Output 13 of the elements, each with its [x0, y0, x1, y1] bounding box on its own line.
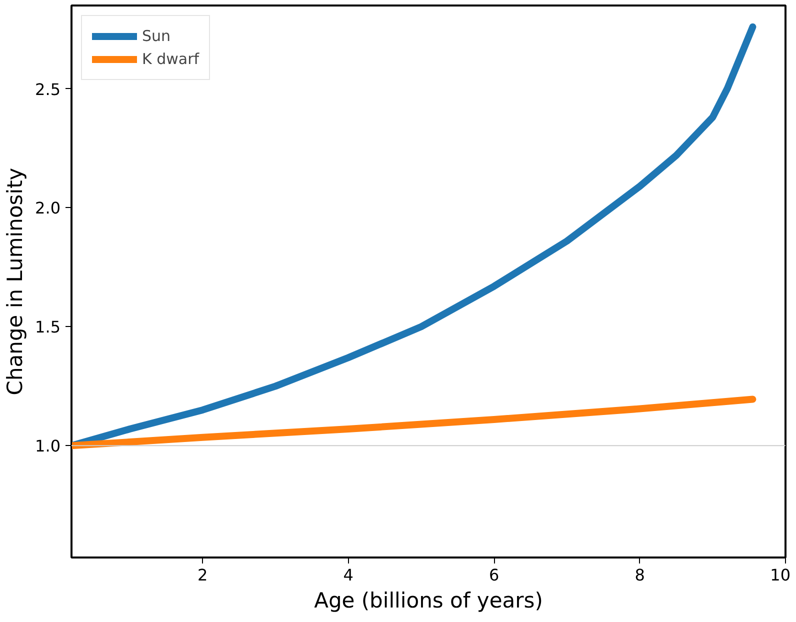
x-tick-label: 6: [488, 566, 500, 584]
x-tick-label: 10: [770, 566, 790, 584]
legend-label: Sun: [142, 27, 171, 45]
y-tick-label: 2.5: [35, 80, 61, 99]
y-axis-title: Change in Luminosity: [3, 168, 28, 396]
y-tick-label: 2.0: [35, 198, 61, 218]
x-tick-label: 8: [634, 566, 645, 584]
x-axis-title: Age (billions of years): [314, 588, 543, 612]
y-tick-label: 1.5: [35, 318, 61, 337]
y-tick-label: 1.0: [35, 436, 61, 456]
legend-label: K dwarf: [142, 50, 200, 68]
x-tick-label: 4: [343, 566, 354, 584]
x-tick-label: 2: [198, 566, 208, 584]
